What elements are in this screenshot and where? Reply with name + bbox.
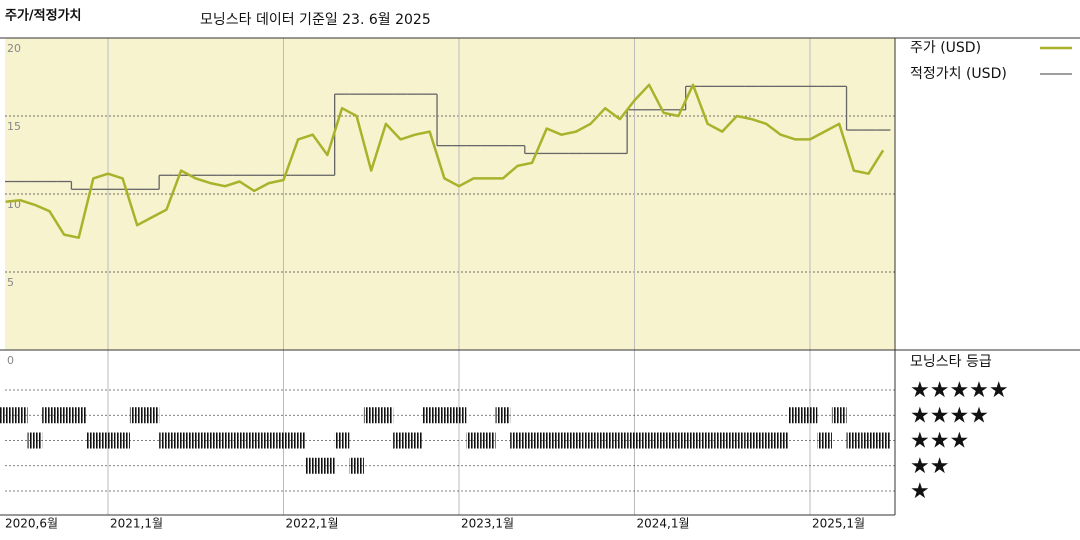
legend-label: 적정가치 (USD) — [910, 66, 1007, 82]
rating-mark — [817, 432, 832, 449]
rating-mark — [56, 407, 72, 424]
rating-mark — [232, 432, 247, 449]
rating-mark — [671, 432, 686, 449]
rating-mark — [276, 432, 291, 449]
x-tick-label: 2025,1월 — [812, 517, 865, 531]
chart-title: 주가/적정가치 — [5, 8, 82, 24]
rating-mark — [159, 432, 174, 449]
rating-mark — [831, 407, 847, 424]
rating-mark — [86, 432, 101, 449]
rating-mark — [788, 407, 803, 424]
rating-mark — [188, 432, 204, 449]
rating-mark — [144, 407, 160, 424]
rating-mark — [846, 432, 862, 449]
rating-mark — [173, 432, 189, 449]
rating-mark — [612, 432, 628, 449]
rating-mark — [539, 432, 555, 449]
rating-mark — [305, 457, 321, 474]
rating-level-label: ★★ — [910, 454, 949, 479]
rating-mark — [100, 432, 116, 449]
rating-mark — [71, 407, 87, 424]
legend-label: 주가 (USD) — [910, 40, 981, 56]
rating-mark — [320, 457, 335, 474]
rating-mark — [597, 432, 613, 449]
rating-mark — [773, 432, 789, 449]
rating-mark — [758, 432, 774, 449]
rating-mark — [524, 432, 540, 449]
rating-mark — [510, 432, 525, 449]
rating-mark — [0, 407, 13, 424]
x-tick-label: 2024,1월 — [636, 517, 689, 531]
rating-mark — [407, 432, 423, 449]
x-tick-label: 2023,1월 — [461, 517, 514, 531]
rating-mark — [568, 432, 584, 449]
rating-mark — [875, 432, 891, 449]
x-tick-label: 2022,1월 — [285, 517, 338, 531]
rating-mark — [27, 432, 43, 449]
rating-mark — [583, 432, 598, 449]
y-tick-label: 15 — [7, 120, 21, 133]
x-tick-label: 2021,1월 — [110, 517, 163, 531]
rating-mark — [641, 432, 657, 449]
x-tick-label: 2020,6월 — [5, 517, 58, 531]
rating-level-label: ★ — [910, 479, 930, 504]
rating-mark — [480, 432, 496, 449]
rating-mark — [203, 432, 218, 449]
rating-mark — [129, 407, 145, 424]
rating-level-label: ★★★★★ — [910, 378, 1009, 403]
y-tick-label: 0 — [7, 354, 14, 367]
rating-mark — [261, 432, 277, 449]
rating-mark — [627, 432, 642, 449]
rating-mark — [466, 432, 481, 449]
rating-mark — [12, 407, 28, 424]
rating-mark — [554, 432, 569, 449]
rating-mark — [729, 432, 745, 449]
rating-mark — [378, 407, 394, 424]
rating-mark — [714, 432, 730, 449]
rating-mark — [656, 432, 672, 449]
rating-mark — [393, 432, 408, 449]
rating-mark — [290, 432, 306, 449]
y-tick-label: 5 — [7, 276, 14, 289]
y-tick-label: 20 — [7, 42, 21, 55]
rating-mark — [42, 407, 57, 424]
rating-mark — [334, 432, 350, 449]
rating-mark — [349, 457, 364, 474]
price-line — [5, 83, 885, 239]
rating-mark — [744, 432, 759, 449]
rating-level-label: ★★★ — [910, 429, 969, 454]
rating-mark — [422, 407, 438, 424]
rating-mark — [363, 407, 379, 424]
rating-title: 모닝스타 등급 — [910, 354, 992, 370]
rating-mark — [246, 432, 262, 449]
rating-mark — [217, 432, 233, 449]
rating-mark — [437, 407, 452, 424]
rating-mark — [861, 432, 876, 449]
rating-mark — [802, 407, 818, 424]
rating-mark — [700, 432, 715, 449]
rating-mark — [451, 407, 467, 424]
chart-subtitle: 모닝스타 데이터 기준일 23. 6월 2025 — [200, 12, 431, 28]
rating-level-label: ★★★★ — [910, 403, 989, 428]
rating-mark — [115, 432, 130, 449]
rating-mark — [495, 407, 511, 424]
rating-mark — [685, 432, 701, 449]
